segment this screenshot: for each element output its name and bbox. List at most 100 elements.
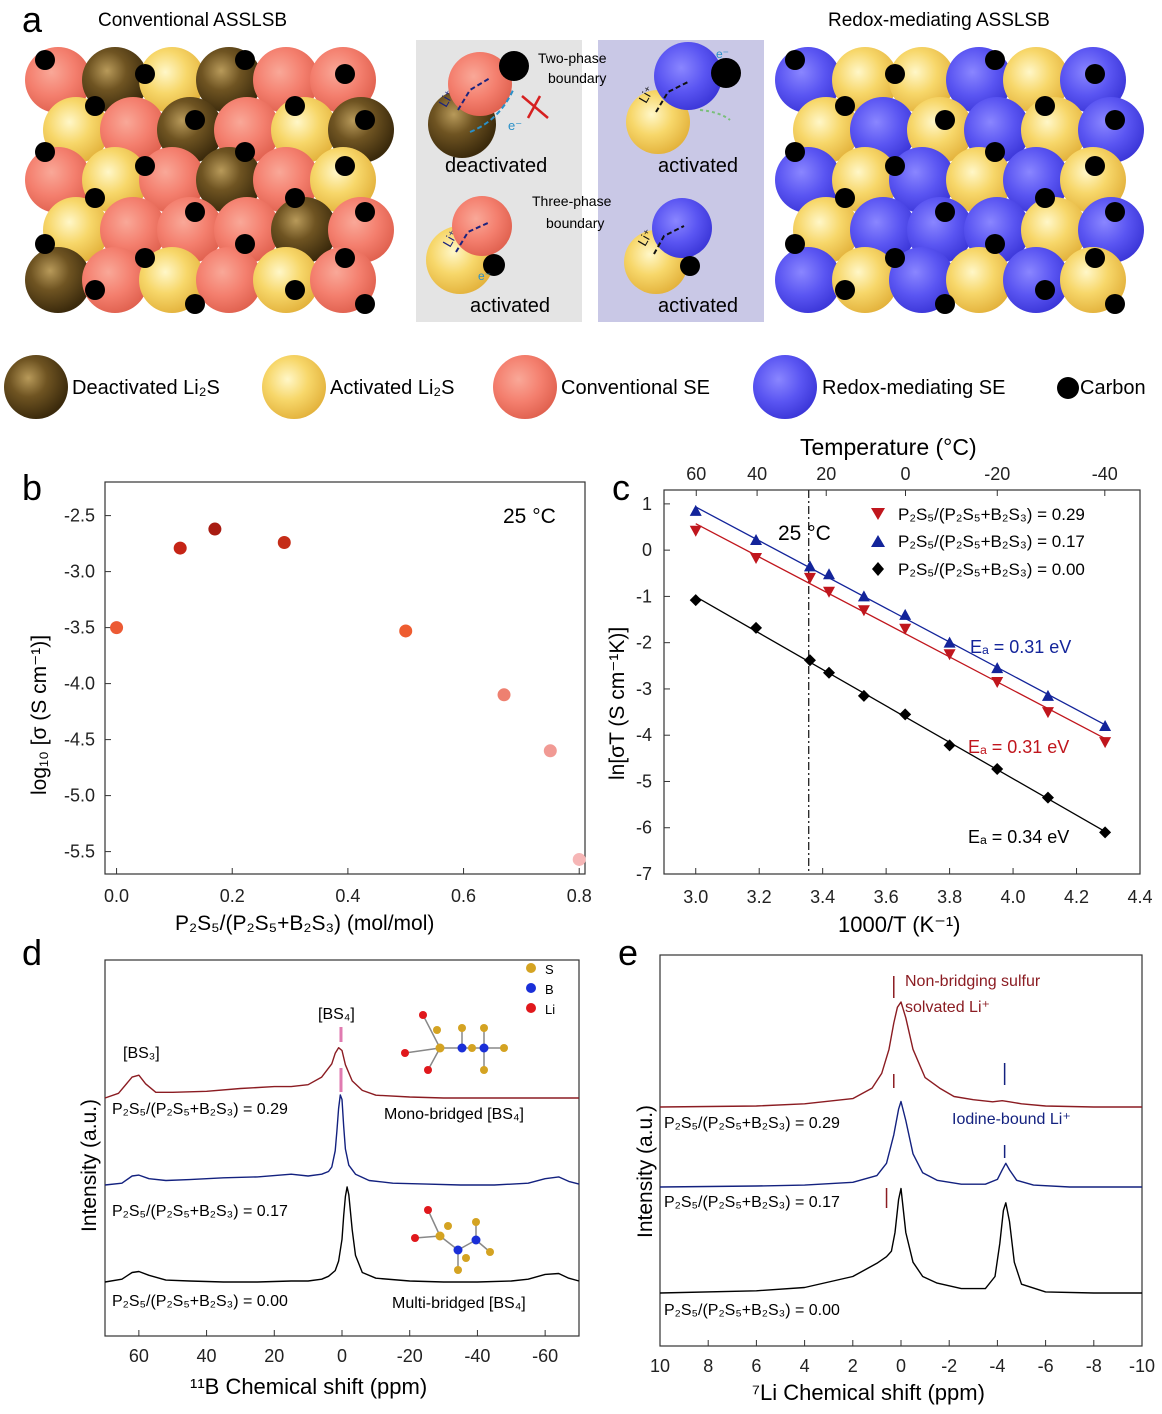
fit-line-1 — [695, 506, 1106, 726]
plot-d-xlabel: ¹¹B Chemical shift (ppm) — [190, 1374, 427, 1399]
carbon-particle — [1035, 280, 1055, 300]
x-tick-label: 40 — [197, 1346, 217, 1366]
plot-e-series-label-017: P₂S₅/(P₂S₅+B₂S₃) = 0.17 — [664, 1194, 840, 1211]
carbon-particle — [285, 96, 305, 116]
carbon-particle — [885, 248, 905, 268]
legend-c-label-029: P₂S₅/(P₂S₅+B₂S₃) = 0.29 — [898, 505, 1085, 524]
carbon-particle — [185, 202, 205, 222]
data-point — [857, 689, 870, 702]
deactivated-li2s-legend-icon — [4, 355, 68, 419]
bs4-peak-label: [BS₄] — [318, 1006, 355, 1023]
data-point — [943, 739, 956, 752]
ea-label-029: Eₐ = 0.31 eV — [968, 737, 1069, 757]
x-tick-label: -20 — [397, 1346, 423, 1366]
y-tick-label: -4 — [636, 725, 652, 745]
li-ion-label: Li⁺ — [440, 227, 461, 249]
x-tick-label: 0.8 — [567, 886, 592, 906]
data-point — [399, 624, 413, 638]
data-point — [1041, 689, 1054, 701]
carbon-particle — [1085, 156, 1105, 176]
packed-particle — [1078, 197, 1144, 263]
plot-c-ref-label: 25 °C — [778, 522, 831, 545]
carbon-particle — [335, 248, 355, 268]
x-tick-label: 60 — [129, 1346, 149, 1366]
non-bridging-label-1: Non-bridging sulfur — [905, 973, 1041, 990]
packed-particle — [253, 247, 319, 313]
plot-c-xlabel: 1000/T (K⁻¹) — [838, 912, 960, 937]
redox-cathode-packing — [775, 47, 1144, 314]
plot-b-ylabel: log₁₀ [σ (S cm⁻¹)] — [28, 635, 51, 795]
carbon-particle — [235, 234, 255, 254]
carbon-particle — [785, 50, 805, 70]
plot-e: 10 8 6 4 2 0 -2 -4 -6 -8 -10 — [650, 976, 1155, 1376]
top-tick-label: 40 — [747, 464, 767, 484]
plot-d: 60 40 20 0 -20 -40 -60 — [104, 1027, 580, 1366]
legend-carbon-label: Carbon — [1080, 377, 1146, 399]
packed-particle — [946, 247, 1012, 313]
x-tick-label: 10 — [650, 1356, 670, 1376]
electron-label: e⁻ — [716, 47, 729, 61]
carbon-particle — [1035, 96, 1055, 116]
data-point — [1099, 826, 1112, 839]
legend-activated-label: Activated Li₂S — [330, 377, 455, 399]
data-point — [689, 504, 702, 516]
activated-label: activated — [658, 295, 738, 317]
y-tick-label: -3.5 — [64, 618, 95, 638]
carbon-particle — [680, 256, 700, 276]
activated-label: activated — [658, 155, 738, 177]
data-point — [1099, 737, 1112, 749]
x-tick-label: 0 — [896, 1356, 906, 1376]
plot-d-ylabel: Intensity (a.u.) — [78, 1099, 101, 1232]
li-ion-label: Li⁺ — [635, 226, 656, 248]
packed-particle — [100, 97, 166, 163]
packed-particle — [1003, 247, 1069, 313]
data-point — [689, 525, 702, 537]
plot-e-frame — [659, 954, 1143, 1347]
x-tick-label: 3.6 — [874, 887, 899, 907]
plot-e-series-label-000: P₂S₅/(P₂S₅+B₂S₃) = 0.00 — [664, 1302, 840, 1319]
carbon-particle — [235, 142, 255, 162]
packed-particle — [100, 197, 166, 263]
y-tick-label: -3 — [636, 679, 652, 699]
conventional-se-legend-icon — [493, 355, 557, 419]
carbon-particle — [885, 156, 905, 176]
data-point — [750, 553, 763, 565]
data-point — [173, 541, 187, 555]
electron-label: e⁻ — [508, 118, 522, 133]
carbon-particle — [235, 50, 255, 70]
data-point — [1099, 719, 1112, 731]
carbon-particle — [85, 188, 105, 208]
data-point — [857, 590, 870, 602]
plot-b-temperature-annotation: 25 °C — [503, 505, 556, 528]
x-tick-label: -4 — [989, 1356, 1005, 1376]
x-tick-label: 20 — [264, 1346, 284, 1366]
panel-letter-d: d — [22, 932, 42, 973]
redox-se-particle — [654, 42, 722, 110]
x-tick-label: 4.4 — [1127, 887, 1152, 907]
x-tick-label: 0 — [337, 1346, 347, 1366]
packed-particle — [157, 97, 223, 163]
top-tick-label: -20 — [984, 464, 1010, 484]
top-tick-label: 60 — [686, 464, 706, 484]
data-point — [803, 560, 816, 572]
x-tick-label: -40 — [464, 1346, 490, 1366]
carbon-particle — [355, 202, 375, 222]
y-tick-label: -5.0 — [64, 786, 95, 806]
li-ion-label: Li⁺ — [436, 87, 457, 109]
carbon-particle — [355, 110, 375, 130]
inset-legend-s: S — [545, 962, 554, 977]
data-point — [991, 662, 1004, 674]
mono-bridged-structure-icon — [401, 1011, 508, 1074]
top-tick-label: 20 — [816, 464, 836, 484]
activated-li2s-legend-icon — [262, 355, 326, 419]
carbon-particle — [835, 188, 855, 208]
legend-c-label-000: P₂S₅/(P₂S₅+B₂S₃) = 0.00 — [898, 560, 1085, 579]
plot-c: 3.0 3.2 3.4 3.6 3.8 4.0 4.2 4.4 1 0 -1 -2 -3 -4 -5 -6 -7… — [636, 464, 1153, 907]
conventional-title: Conventional ASSLSB — [98, 10, 287, 31]
plot-b: 0.0 0.2 0.4 0.6 0.8 -2.5 -3.0 -3.5 -4.0 -4.5 -5.0 -… — [64, 506, 592, 906]
x-tick-label: 4.2 — [1064, 887, 1089, 907]
y-tick-label: -4.5 — [64, 730, 95, 750]
packed-particle — [310, 147, 376, 213]
top-tick-label: -40 — [1092, 464, 1118, 484]
inset-legend-b: B — [545, 982, 554, 997]
